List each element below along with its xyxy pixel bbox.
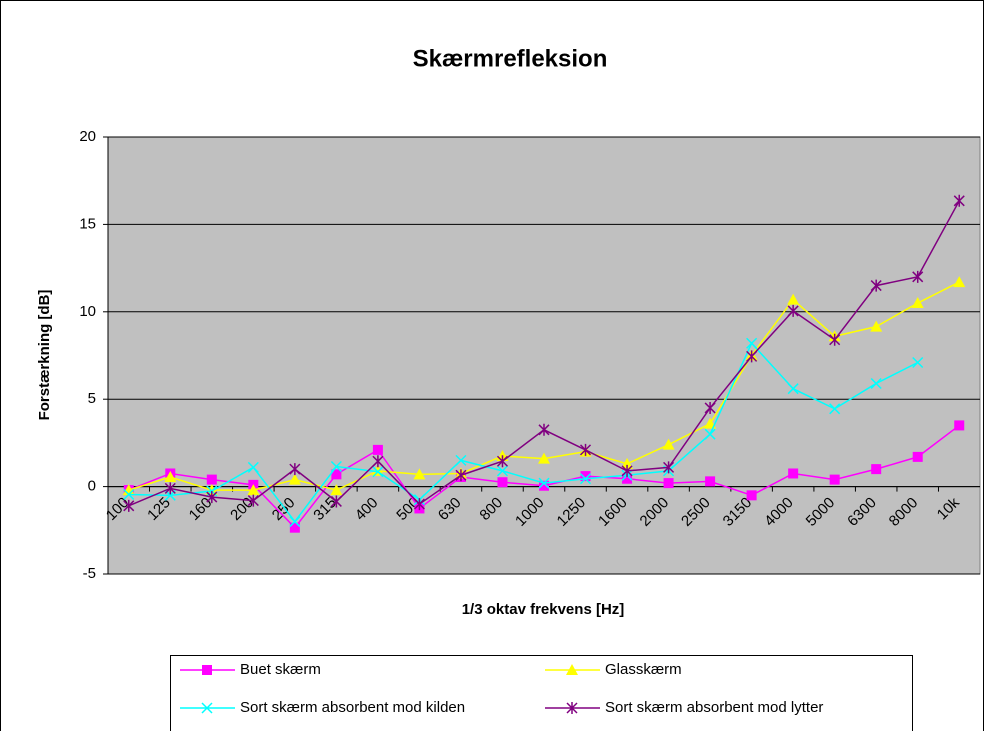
data-point <box>622 473 633 484</box>
legend <box>170 655 913 731</box>
data-point <box>372 444 383 455</box>
data-point <box>662 438 675 450</box>
legend-label: Glasskærm <box>605 661 682 678</box>
legend-marker <box>201 702 213 714</box>
data-point <box>870 377 882 389</box>
data-point <box>497 477 508 488</box>
data-point <box>870 320 883 332</box>
data-point <box>704 401 716 414</box>
data-point <box>912 451 923 462</box>
data-point <box>787 304 799 317</box>
data-point <box>289 463 301 476</box>
legend-label: Sort skærm absorbent mod lytter <box>605 699 823 716</box>
data-point <box>496 455 509 468</box>
data-point <box>579 443 592 456</box>
data-point <box>538 423 550 436</box>
y-tick-label: 10 <box>79 303 96 320</box>
data-point <box>455 469 467 482</box>
data-point <box>829 474 840 485</box>
series-line <box>128 341 919 523</box>
data-point <box>912 356 924 369</box>
data-point <box>953 194 965 207</box>
data-point <box>787 293 800 305</box>
x-axis-title: 1/3 oktav frekvens [Hz] <box>462 601 625 618</box>
y-tick-label: 20 <box>79 128 96 145</box>
legend-label: Sort skærm absorbent mod kilden <box>240 699 465 716</box>
legend-marker <box>202 665 212 675</box>
data-point <box>413 468 426 480</box>
data-point <box>621 457 634 469</box>
legend-marker <box>566 702 578 714</box>
data-point <box>746 490 757 501</box>
data-point <box>746 350 758 363</box>
data-point <box>829 333 841 346</box>
data-point <box>247 494 259 507</box>
data-point <box>663 478 674 489</box>
data-point <box>164 470 177 482</box>
data-point <box>911 297 924 309</box>
legend-marker <box>566 664 578 675</box>
y-tick-label: 5 <box>88 390 96 407</box>
y-tick-label: 15 <box>79 215 96 232</box>
data-point <box>123 488 135 500</box>
data-point <box>206 491 218 504</box>
data-point <box>787 383 799 395</box>
data-point <box>372 455 384 468</box>
data-point <box>330 495 342 508</box>
data-point <box>580 471 591 482</box>
data-point <box>331 469 342 480</box>
data-point <box>538 477 550 489</box>
data-point <box>538 452 550 464</box>
data-point <box>247 484 260 496</box>
data-point <box>912 270 924 283</box>
data-point <box>289 522 300 533</box>
data-point <box>413 498 425 511</box>
data-point <box>205 484 218 496</box>
data-point <box>953 276 966 288</box>
data-point <box>206 474 217 485</box>
y-tick-label: -5 <box>83 565 96 582</box>
data-point <box>164 482 176 495</box>
data-point <box>788 468 799 479</box>
data-point <box>870 279 882 292</box>
data-point <box>247 461 259 473</box>
data-point <box>579 473 592 485</box>
data-point <box>704 428 716 440</box>
data-point <box>372 466 384 478</box>
data-point <box>123 499 135 512</box>
data-point <box>621 464 633 477</box>
data-point <box>871 464 882 475</box>
data-point <box>746 337 758 349</box>
data-point <box>539 480 549 491</box>
data-point <box>705 476 716 487</box>
data-point <box>455 454 467 466</box>
data-point <box>829 403 841 415</box>
legend-label: Buet skærm <box>240 661 321 678</box>
data-point <box>289 516 301 528</box>
data-point <box>663 461 675 474</box>
data-point <box>954 420 965 431</box>
data-point <box>496 465 509 477</box>
chart-title: Skærmrefleksion <box>413 45 608 72</box>
y-tick-label: 0 <box>88 478 96 495</box>
data-point <box>330 484 343 496</box>
data-point <box>288 473 301 485</box>
data-point <box>330 460 342 473</box>
y-axis-title: Forstærkning [dB] <box>36 290 53 421</box>
